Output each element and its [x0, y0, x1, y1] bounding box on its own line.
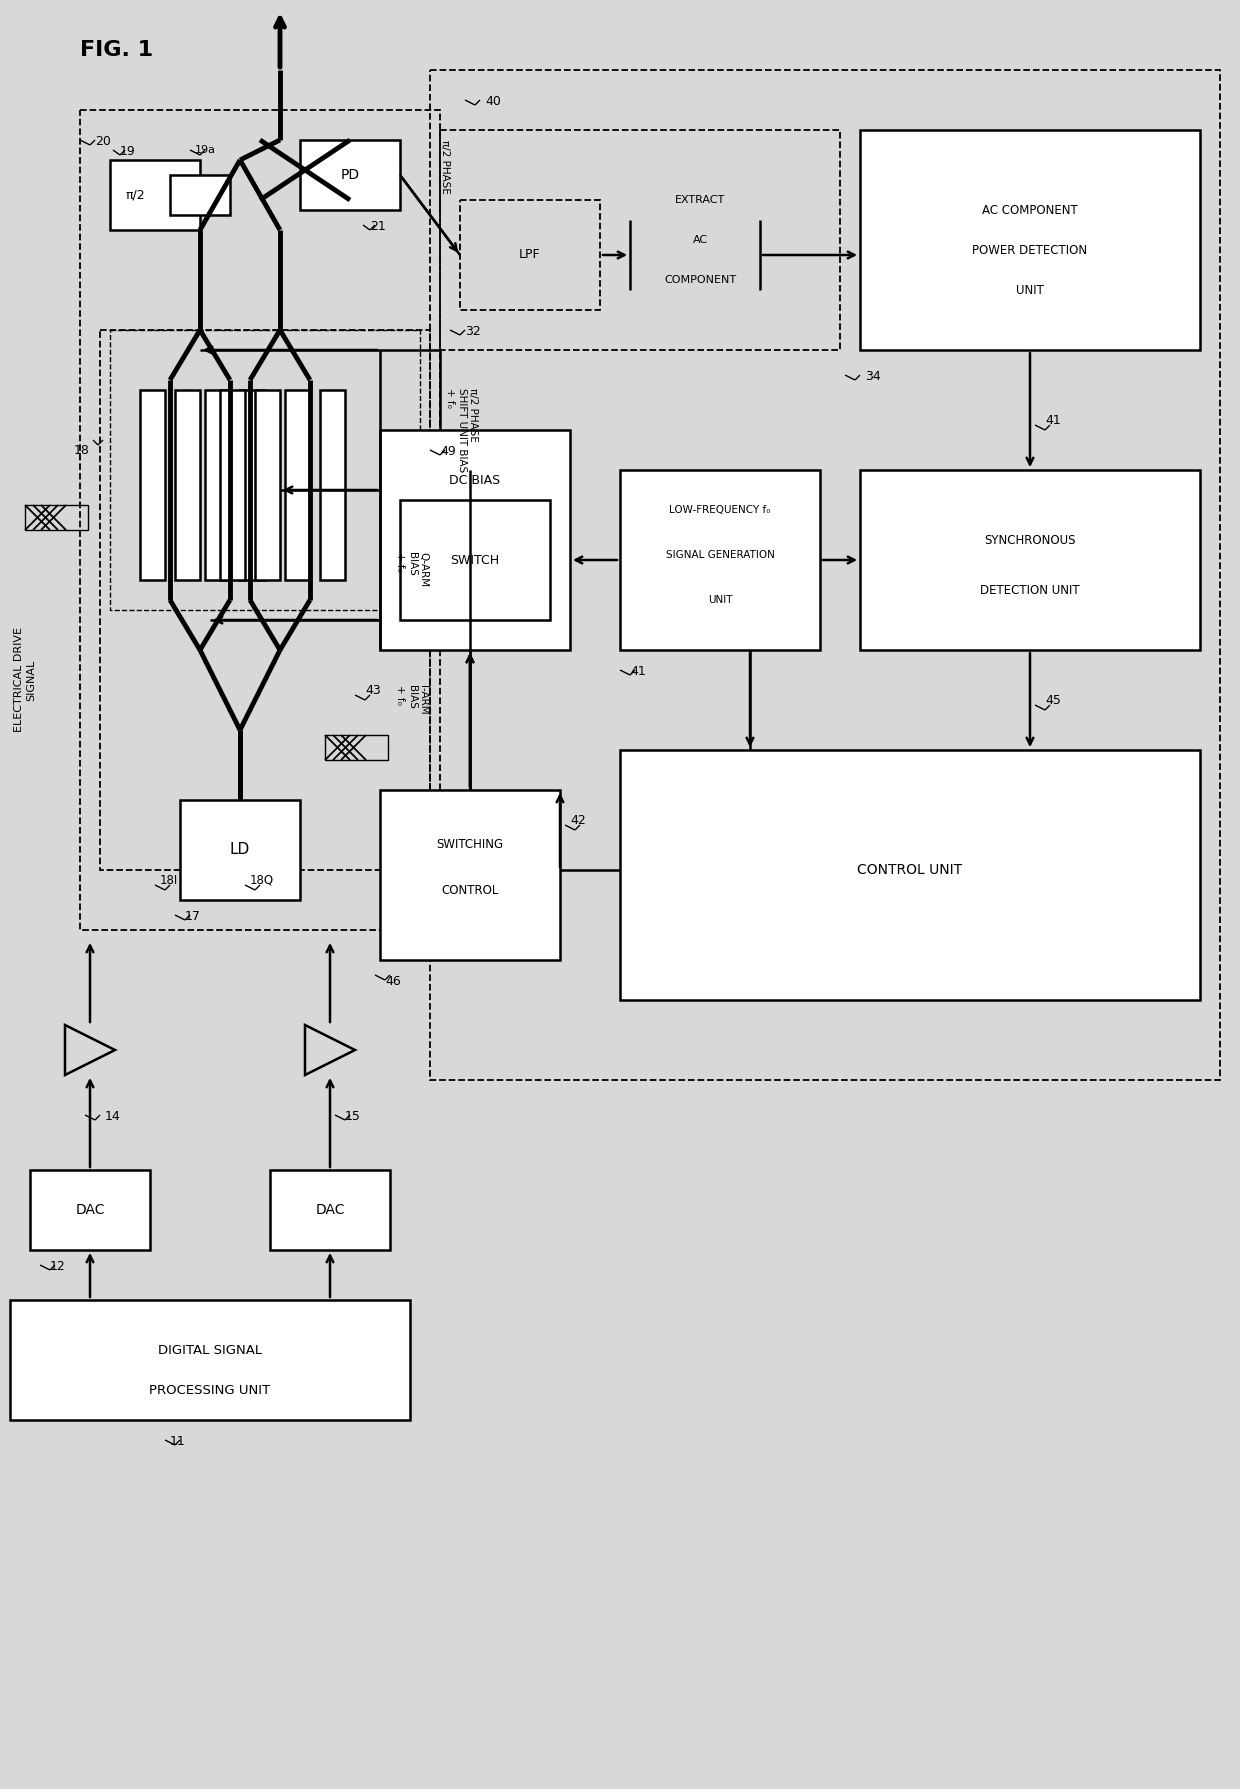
Text: SYNCHRONOUS: SYNCHRONOUS [985, 533, 1076, 546]
Text: 41: 41 [1045, 413, 1060, 426]
Text: FIG. 1: FIG. 1 [81, 39, 153, 61]
Text: 12: 12 [50, 1259, 66, 1274]
Bar [440, 131, 839, 351]
Text: PROCESSING UNIT: PROCESSING UNIT [150, 1383, 270, 1397]
Text: AC COMPONENT: AC COMPONENT [982, 204, 1078, 216]
Bar [25, 504, 88, 530]
Bar [205, 390, 229, 580]
Text: LD: LD [229, 843, 250, 857]
Text: COMPONENT: COMPONENT [663, 276, 737, 284]
Text: CONTROL UNIT: CONTROL UNIT [857, 862, 962, 877]
Text: 45: 45 [1045, 694, 1061, 707]
Text: 14: 14 [105, 1109, 120, 1123]
Text: DETECTION UNIT: DETECTION UNIT [980, 583, 1080, 596]
Text: 20: 20 [95, 134, 110, 148]
Bar [170, 175, 229, 215]
Text: CONTROL: CONTROL [441, 884, 498, 896]
Bar [325, 735, 387, 760]
Bar [81, 109, 440, 930]
Text: 18I: 18I [160, 873, 179, 887]
Bar [270, 1170, 391, 1251]
Bar [401, 499, 551, 621]
Bar [255, 390, 280, 580]
Bar [241, 390, 265, 580]
Bar [10, 1301, 410, 1420]
Text: π/2 PHASE: π/2 PHASE [440, 140, 450, 193]
Text: POWER DETECTION: POWER DETECTION [972, 243, 1087, 256]
Bar [300, 140, 401, 209]
Text: 18: 18 [74, 444, 91, 456]
Text: DAC: DAC [315, 1202, 345, 1217]
Bar [219, 390, 246, 580]
Bar [320, 390, 345, 580]
Bar [379, 429, 570, 649]
Text: UNIT: UNIT [708, 596, 733, 605]
Text: π/2: π/2 [125, 188, 145, 202]
Text: 18Q: 18Q [250, 873, 274, 887]
Text: UNIT: UNIT [1016, 283, 1044, 297]
Text: 41: 41 [630, 666, 646, 678]
Text: 43: 43 [365, 683, 381, 696]
Text: 32: 32 [465, 326, 481, 338]
Text: 11: 11 [170, 1435, 186, 1447]
Text: Q-ARM
BIAS
+ f₀: Q-ARM BIAS + f₀ [396, 553, 428, 587]
Text: 19a: 19a [195, 145, 216, 156]
Bar [379, 791, 560, 961]
Text: 46: 46 [384, 975, 401, 988]
Bar [430, 70, 1220, 1081]
Text: LPF: LPF [520, 249, 541, 261]
Bar [620, 471, 820, 649]
Text: DC BIAS: DC BIAS [449, 474, 501, 487]
Text: 21: 21 [370, 220, 386, 233]
Bar [861, 471, 1200, 649]
Text: 40: 40 [485, 95, 501, 107]
Text: SWITCH: SWITCH [450, 553, 500, 567]
Text: ELECTRICAL DRIVE
SIGNAL: ELECTRICAL DRIVE SIGNAL [14, 628, 36, 732]
Bar [110, 329, 420, 610]
Text: SIGNAL GENERATION: SIGNAL GENERATION [666, 549, 775, 560]
Bar [285, 390, 310, 580]
Text: I-ARM
BIAS
+ f₀: I-ARM BIAS + f₀ [396, 685, 428, 716]
Bar [110, 159, 200, 231]
Text: 34: 34 [866, 370, 880, 383]
Bar [30, 1170, 150, 1251]
Text: LOW-FREQUENCY f₀: LOW-FREQUENCY f₀ [670, 504, 771, 515]
Bar [100, 329, 430, 869]
Bar [861, 131, 1200, 351]
Text: 19: 19 [120, 145, 135, 157]
Bar [175, 390, 200, 580]
Text: SWITCHING: SWITCHING [436, 839, 503, 852]
Text: EXTRACT: EXTRACT [675, 195, 725, 206]
Text: DIGITAL SIGNAL: DIGITAL SIGNAL [157, 1344, 262, 1356]
Text: 15: 15 [345, 1109, 361, 1123]
Text: 42: 42 [570, 814, 585, 827]
Text: π/2 PHASE
SHIFT UNIT BIAS
+ f₀: π/2 PHASE SHIFT UNIT BIAS + f₀ [445, 388, 479, 472]
Text: 17: 17 [185, 911, 201, 923]
Bar [620, 750, 1200, 1000]
Text: DAC: DAC [76, 1202, 104, 1217]
Text: 49: 49 [440, 445, 456, 458]
Text: PD: PD [341, 168, 360, 182]
Bar [180, 800, 300, 900]
Bar [460, 200, 600, 309]
Text: AC: AC [692, 234, 708, 245]
Bar [140, 390, 165, 580]
